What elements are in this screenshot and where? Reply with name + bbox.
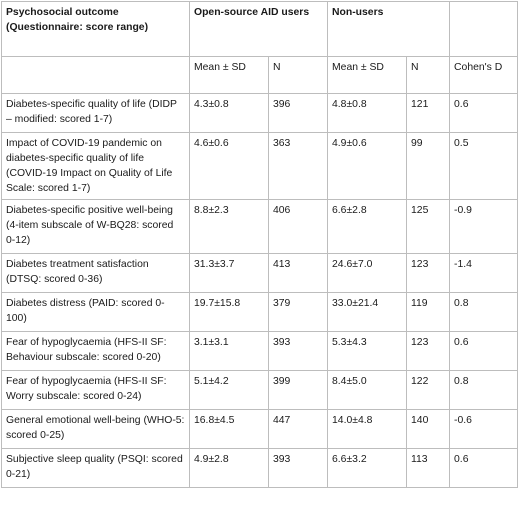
aid-mean-cell: 4.3±0.8 <box>189 93 269 133</box>
outcomes-table: Psychosocial outcome (Questionnaire: sco… <box>1 1 519 488</box>
non-n-cell: 99 <box>406 132 451 200</box>
outcome-cell: Diabetes-specific positive well-being (4… <box>1 199 190 254</box>
header-row: Psychosocial outcome (Questionnaire: sco… <box>1 1 519 57</box>
non-n-cell: 119 <box>406 292 451 332</box>
non-mean-cell: 6.6±3.2 <box>327 448 408 488</box>
aid-n-cell: 399 <box>267 370 329 410</box>
table-row: Diabetes treatment satisfaction (DTSQ: s… <box>1 253 519 293</box>
aid-mean-cell: 16.8±4.5 <box>189 409 269 449</box>
subheader-aid-mean: Mean ± SD <box>189 56 269 94</box>
aid-n-cell: 447 <box>267 409 329 449</box>
header-aid-users: Open-source AID users <box>188 1 329 57</box>
aid-n-cell: 393 <box>267 448 329 488</box>
aid-mean-cell: 19.7±15.8 <box>189 292 269 332</box>
cohens-d-cell: 0.8 <box>449 370 519 410</box>
non-mean-cell: 4.9±0.6 <box>327 132 408 200</box>
aid-n-cell: 406 <box>267 199 329 254</box>
outcome-cell: Impact of COVID-19 pandemic on diabetes-… <box>1 132 190 200</box>
table-row: Diabetes distress (PAID: scored 0-100) 1… <box>1 292 519 332</box>
outcome-cell: Subjective sleep quality (PSQI: scored 0… <box>1 448 190 488</box>
non-n-cell: 140 <box>406 409 451 449</box>
non-n-cell: 123 <box>406 253 451 293</box>
non-mean-cell: 24.6±7.0 <box>327 253 408 293</box>
table-row: Diabetes-specific positive well-being (4… <box>1 199 519 254</box>
aid-n-cell: 396 <box>267 93 329 133</box>
non-n-cell: 121 <box>406 93 451 133</box>
outcome-cell: Fear of hypoglycaemia (HFS-II SF: Worry … <box>1 370 190 410</box>
aid-n-cell: 413 <box>267 253 329 293</box>
non-mean-cell: 4.8±0.8 <box>327 93 408 133</box>
aid-mean-cell: 4.9±2.8 <box>189 448 269 488</box>
subheader-empty <box>1 56 190 94</box>
aid-n-cell: 363 <box>267 132 329 200</box>
non-n-cell: 113 <box>406 448 451 488</box>
non-mean-cell: 6.6±2.8 <box>327 199 408 254</box>
subheader-non-n: N <box>406 56 451 94</box>
cohens-d-cell: -1.4 <box>449 253 519 293</box>
cohens-d-cell: 0.5 <box>449 132 519 200</box>
non-mean-cell: 5.3±4.3 <box>327 331 408 371</box>
aid-mean-cell: 31.3±3.7 <box>189 253 269 293</box>
outcome-cell: Diabetes distress (PAID: scored 0-100) <box>1 292 190 332</box>
subheader-non-mean: Mean ± SD <box>327 56 408 94</box>
subheader-aid-n: N <box>267 56 329 94</box>
aid-n-cell: 379 <box>267 292 329 332</box>
non-mean-cell: 8.4±5.0 <box>327 370 408 410</box>
cohens-d-cell: 0.6 <box>449 93 519 133</box>
header-outcome: Psychosocial outcome (Questionnaire: sco… <box>1 1 190 57</box>
table-row: Subjective sleep quality (PSQI: scored 0… <box>1 448 519 488</box>
non-n-cell: 123 <box>406 331 451 371</box>
table-row: Impact of COVID-19 pandemic on diabetes-… <box>1 132 519 200</box>
table-row: General emotional well-being (WHO-5: sco… <box>1 409 519 449</box>
cohens-d-cell: 0.8 <box>449 292 519 332</box>
non-mean-cell: 33.0±21.4 <box>327 292 408 332</box>
cohens-d-cell: 0.6 <box>449 331 519 371</box>
outcome-cell: Diabetes treatment satisfaction (DTSQ: s… <box>1 253 190 293</box>
table-row: Fear of hypoglycaemia (HFS-II SF: Behavi… <box>1 331 519 371</box>
outcome-cell: Diabetes-specific quality of life (DIDP … <box>1 93 190 133</box>
non-mean-cell: 14.0±4.8 <box>327 409 408 449</box>
aid-mean-cell: 5.1±4.2 <box>189 370 269 410</box>
non-n-cell: 125 <box>406 199 451 254</box>
aid-mean-cell: 8.8±2.3 <box>189 199 269 254</box>
cohens-d-cell: -0.6 <box>449 409 519 449</box>
subheader-row: Mean ± SD N Mean ± SD N Cohen's D <box>1 56 519 94</box>
outcome-cell: General emotional well-being (WHO-5: sco… <box>1 409 190 449</box>
header-empty <box>449 1 519 57</box>
outcome-cell: Fear of hypoglycaemia (HFS-II SF: Behavi… <box>1 331 190 371</box>
table-row: Fear of hypoglycaemia (HFS-II SF: Worry … <box>1 370 519 410</box>
cohens-d-cell: -0.9 <box>449 199 519 254</box>
cohens-d-cell: 0.6 <box>449 448 519 488</box>
header-non-users: Non-users <box>327 1 451 57</box>
non-n-cell: 122 <box>406 370 451 410</box>
subheader-cohens-d: Cohen's D <box>449 56 519 94</box>
aid-mean-cell: 4.6±0.6 <box>189 132 269 200</box>
table-row: Diabetes-specific quality of life (DIDP … <box>1 93 519 133</box>
aid-mean-cell: 3.1±3.1 <box>189 331 269 371</box>
aid-n-cell: 393 <box>267 331 329 371</box>
